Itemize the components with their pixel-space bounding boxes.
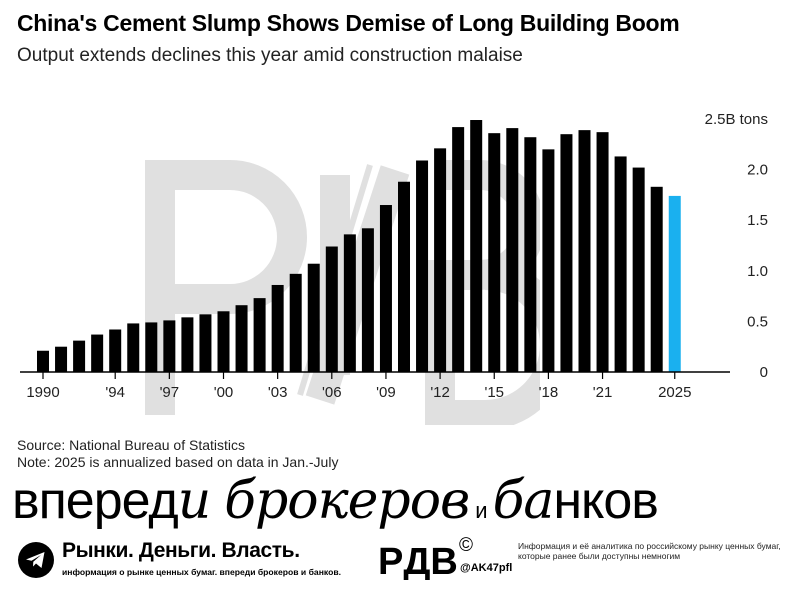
bar-2004 [289, 273, 302, 372]
bar-2005 [307, 263, 320, 372]
bar-1992 [73, 340, 86, 372]
slogan-part4: ба [493, 471, 554, 531]
slogan-connector: и [475, 498, 486, 523]
bar-2010 [398, 181, 410, 372]
x-tick-label: '97 [160, 384, 180, 401]
bar-1993 [91, 334, 104, 372]
bar-2024 [650, 186, 663, 372]
x-tick-label: '00 [214, 384, 234, 401]
bar-2000 [217, 311, 230, 372]
footer: Рынки. Деньги. Власть. информация о рынк… [0, 536, 800, 596]
bar-2011 [416, 160, 429, 372]
x-tick-label: '18 [539, 384, 559, 401]
bar-1996 [145, 322, 158, 372]
bar-2018 [542, 149, 555, 372]
source-note: Source: National Bureau of Statistics No… [17, 437, 338, 471]
y-tick-label: 2.0 [747, 162, 768, 179]
bar-2001 [235, 305, 248, 372]
bar-2008 [361, 228, 374, 372]
y-tick-label: 1.5 [747, 212, 768, 229]
bar-1997 [163, 320, 176, 372]
slogan-part1: вперед [12, 472, 178, 530]
chart-subtitle: Output extends declines this year amid c… [17, 45, 523, 66]
bar-1995 [127, 323, 140, 372]
bar-2015 [488, 133, 501, 372]
bar-2016 [506, 128, 519, 372]
bar-2020 [578, 130, 591, 372]
pdb-logo: PДB [378, 541, 458, 580]
bar-2025 [668, 195, 681, 372]
footer-tagline: информация о рынке ценных бумаг. впереди… [62, 567, 341, 577]
source-text: Source: National Bureau of Statistics [17, 437, 246, 453]
chart-title: China's Cement Slump Shows Demise of Lon… [17, 10, 680, 36]
x-tick-label: 2025 [658, 384, 691, 401]
slogan-banner: впереди брокеров и банков [12, 471, 659, 531]
y-tick-label: 1.0 [747, 263, 768, 280]
bar-1994 [109, 329, 122, 372]
footer-disclaimer: Информация и её аналитика по российскому… [518, 541, 781, 561]
x-tick-label: '15 [484, 384, 504, 401]
bar-2017 [524, 137, 537, 372]
bar-2021 [596, 132, 609, 372]
bar-2002 [253, 298, 266, 372]
slogan-part5: нков [553, 472, 658, 530]
bar-chart: 0 0.5 1.0 1.5 2.0 2.5B tons 1990 '94 '97 '00 '03 '… [20, 111, 768, 401]
x-tick-label: 1990 [26, 384, 59, 401]
bar-2023 [632, 167, 645, 372]
bar-1990 [37, 350, 49, 372]
note-text: Note: 2025 is annualized based on data i… [17, 454, 339, 470]
bar-2019 [560, 134, 573, 372]
bar-1991 [55, 346, 68, 372]
bar-2013 [452, 127, 465, 372]
bar-1998 [181, 317, 194, 372]
channel-handle[interactable]: @AK47pfl [460, 562, 513, 574]
x-tick-label: '03 [268, 384, 288, 401]
y-tick-label: 0 [760, 364, 768, 381]
bar-2012 [434, 148, 447, 372]
x-tick-label: '94 [105, 384, 125, 401]
bar-2014 [470, 120, 483, 373]
x-tick-label: '09 [376, 384, 396, 401]
bar-2006 [325, 246, 338, 372]
telegram-icon[interactable] [18, 542, 54, 578]
copyright-mark: © [459, 535, 473, 556]
footer-brand: Рынки. Деньги. Власть. [62, 539, 300, 562]
x-tick-label: '12 [430, 384, 450, 401]
bar-1999 [199, 314, 212, 372]
bar-series [37, 120, 681, 373]
x-tick-label: '21 [593, 384, 613, 401]
slogan-part3: брокеров [224, 471, 469, 531]
bar-2009 [379, 205, 392, 372]
y-tick-label: 0.5 [747, 313, 768, 330]
x-tick-label: '06 [322, 384, 342, 401]
y-axis: 0 0.5 1.0 1.5 2.0 2.5B tons [705, 111, 768, 381]
bar-2022 [614, 156, 627, 372]
bar-2003 [271, 284, 284, 372]
y-tick-label: 2.5B tons [705, 111, 768, 128]
bar-2007 [343, 234, 356, 372]
x-axis: 1990 '94 '97 '00 '03 '06 '09 '12 '15 '18 '21 2025 [20, 371, 730, 401]
logo-text: PДB [378, 541, 458, 580]
slogan-part2: и [178, 471, 211, 531]
